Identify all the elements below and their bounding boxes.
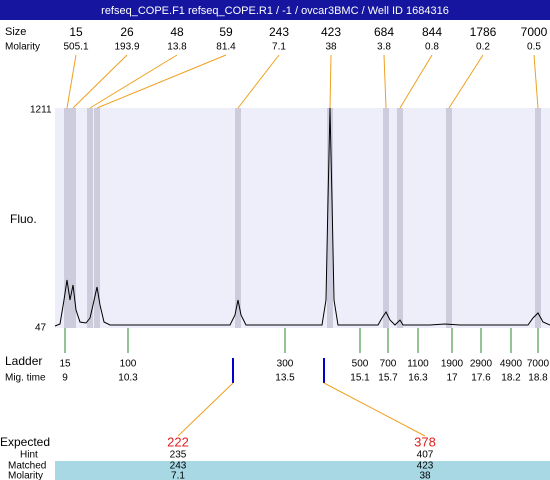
peak-molarity: 505.1 [63, 42, 88, 53]
peak-size: 7000 [521, 25, 548, 39]
matched-molarity: 38 [419, 471, 431, 480]
peak-connector [383, 54, 387, 109]
peak-band [446, 108, 452, 328]
peak-connector [399, 54, 433, 109]
peak-size: 243 [269, 25, 289, 39]
matched-size: 243 [170, 461, 187, 472]
plot-area [55, 108, 550, 328]
ladder-time: 15.7 [378, 373, 398, 384]
peak-band [235, 108, 241, 328]
peak-size: 26 [120, 25, 134, 39]
fluo-label: Fluo. [10, 212, 37, 226]
ladder-time: 16.3 [408, 373, 428, 384]
peak-molarity: 0.5 [527, 42, 541, 53]
peak-band [70, 108, 76, 328]
ladder-size: 7000 [527, 359, 550, 370]
peak-size: 423 [321, 25, 341, 39]
ladder-size: 300 [277, 359, 294, 370]
ladder-time: 17 [446, 373, 458, 384]
peak-connector [89, 54, 178, 109]
matched-label: Matched [8, 461, 46, 472]
peak-molarity: 13.8 [167, 42, 187, 53]
hint-size: 235 [170, 450, 187, 461]
peak-molarity: 193.9 [114, 42, 139, 53]
peak-connector [533, 54, 539, 109]
title: refseq_COPE.F1 refseq_COPE.R1 / -1 / ovc… [101, 5, 449, 17]
peak-band [397, 108, 403, 328]
peak-molarity: 0.8 [425, 42, 439, 53]
peak-size: 59 [219, 25, 233, 39]
ladder-time: 9 [62, 373, 68, 384]
ladder-size: 100 [120, 359, 137, 370]
title-bar [0, 0, 550, 20]
peak-connector [96, 54, 227, 109]
ladder-size: 4900 [500, 359, 523, 370]
ladder-time: 15.1 [350, 373, 370, 384]
trace [54, 107, 550, 327]
size-label: Size [5, 26, 26, 38]
peak-size: 844 [422, 25, 442, 39]
matched-molarity: 7.1 [171, 471, 185, 480]
molarity-label: Molarity [5, 42, 40, 53]
ladder-size: 2900 [470, 359, 493, 370]
peak-band [327, 108, 333, 328]
peak-connector [448, 54, 484, 109]
ladder-time: 10.3 [118, 373, 138, 384]
ladder-time: 18.8 [528, 373, 548, 384]
expected-size: 378 [414, 434, 436, 449]
matched-size: 423 [417, 461, 434, 472]
peak-molarity: 7.1 [272, 42, 286, 53]
peak-band [383, 108, 389, 328]
expected-size: 222 [167, 434, 189, 449]
peak-size: 15 [69, 25, 83, 39]
molarity-bottom-label: Molarity [8, 471, 43, 480]
peak-molarity: 38 [325, 42, 337, 53]
peak-size: 1786 [470, 25, 497, 39]
y-top: 1211 [30, 105, 52, 116]
peak-band [64, 108, 70, 328]
peak-size: 48 [170, 25, 184, 39]
expected-label: Expected [0, 435, 50, 449]
connector [323, 382, 426, 437]
peak-connector [329, 54, 332, 109]
peak-molarity: 3.8 [377, 42, 391, 53]
ladder-time: 17.6 [471, 373, 491, 384]
peak-band [87, 108, 93, 328]
ladder-size: 1100 [407, 359, 429, 370]
peak-connector [72, 54, 128, 109]
ladder-size: 1900 [441, 359, 464, 370]
ladder-time: 18.2 [501, 373, 521, 384]
peak-molarity: 81.4 [216, 42, 236, 53]
connector [177, 382, 234, 437]
peak-molarity: 0.2 [476, 42, 490, 53]
hint-size: 407 [417, 450, 434, 461]
peak-band [535, 108, 541, 328]
hint-label: Hint [20, 450, 38, 461]
mig-time-label: Mig. time [5, 373, 46, 384]
y-bottom: 47 [35, 323, 47, 334]
peak-connector [237, 54, 280, 109]
peak-size: 684 [374, 25, 394, 39]
peak-band [94, 108, 100, 328]
ladder-label: Ladder [5, 354, 42, 368]
ladder-size: 15 [59, 359, 71, 370]
peak-connector [66, 54, 77, 109]
ladder-time: 13.5 [275, 373, 295, 384]
ladder-size: 700 [380, 359, 397, 370]
ladder-size: 500 [352, 359, 369, 370]
matched-band [55, 461, 550, 480]
